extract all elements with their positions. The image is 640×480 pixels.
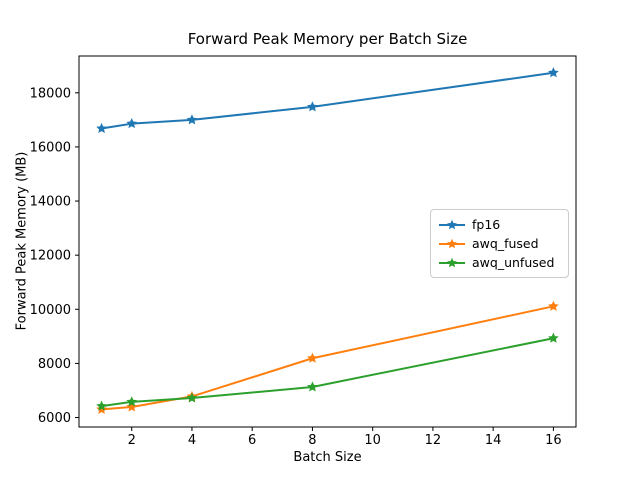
data-point-star-fp16 bbox=[548, 67, 559, 78]
legend-label: awq_unfused bbox=[472, 255, 555, 270]
y-axis-label: Forward Peak Memory (MB) bbox=[14, 151, 30, 331]
data-point-star-awq_fused bbox=[126, 401, 138, 412]
x-tick-label: 2 bbox=[128, 433, 136, 448]
legend-entry-awq-fused: awq_fused bbox=[438, 234, 561, 253]
data-point-star-awq_fused bbox=[307, 352, 318, 363]
y-tick-label: 10000 bbox=[30, 303, 71, 318]
data-point-star-fp16 bbox=[186, 114, 198, 125]
data-point-star-fp16 bbox=[126, 118, 138, 129]
data-point-star-awq_unfused bbox=[307, 381, 318, 392]
y-tick-label: 6000 bbox=[38, 411, 71, 426]
x-axis-label: Batch Size bbox=[293, 450, 362, 465]
data-point-star-awq_fused bbox=[548, 300, 559, 311]
legend-line-star-sample bbox=[439, 257, 465, 267]
y-tick-label: 18000 bbox=[30, 86, 71, 101]
x-tick-label: 16 bbox=[545, 433, 562, 448]
legend-line-star-sample bbox=[439, 238, 465, 248]
data-point-star-awq_unfused bbox=[548, 332, 559, 343]
data-point-star-fp16 bbox=[96, 122, 107, 134]
x-tick-label: 4 bbox=[188, 433, 196, 448]
y-tick-label: 16000 bbox=[30, 140, 71, 155]
y-tick-label: 8000 bbox=[38, 357, 71, 372]
x-tick-label: 12 bbox=[425, 433, 442, 448]
legend-label: awq_fused bbox=[472, 236, 539, 251]
legend-entry-awq-unfused: awq_unfused bbox=[438, 253, 561, 272]
x-tick-label: 10 bbox=[364, 433, 381, 448]
chart-title: Forward Peak Memory per Batch Size bbox=[187, 30, 468, 48]
legend-entry-fp16: fp16 bbox=[438, 215, 561, 234]
x-tick-label: 14 bbox=[485, 433, 502, 448]
data-point-star-awq_unfused bbox=[96, 400, 107, 411]
data-point-star-fp16 bbox=[307, 101, 318, 112]
y-tick-label: 14000 bbox=[30, 195, 71, 210]
x-tick-label: 8 bbox=[308, 433, 316, 448]
data-point-star-awq_fused bbox=[96, 403, 107, 414]
legend-label: fp16 bbox=[472, 217, 501, 232]
legend: fp16 awq_fused awq_unfused bbox=[430, 209, 569, 278]
data-point-star-awq_unfused bbox=[126, 396, 138, 407]
x-tick-label: 6 bbox=[248, 433, 256, 448]
y-tick-label: 12000 bbox=[30, 249, 71, 264]
data-point-star-awq_unfused bbox=[186, 392, 198, 403]
legend-line-star-sample bbox=[439, 219, 465, 229]
